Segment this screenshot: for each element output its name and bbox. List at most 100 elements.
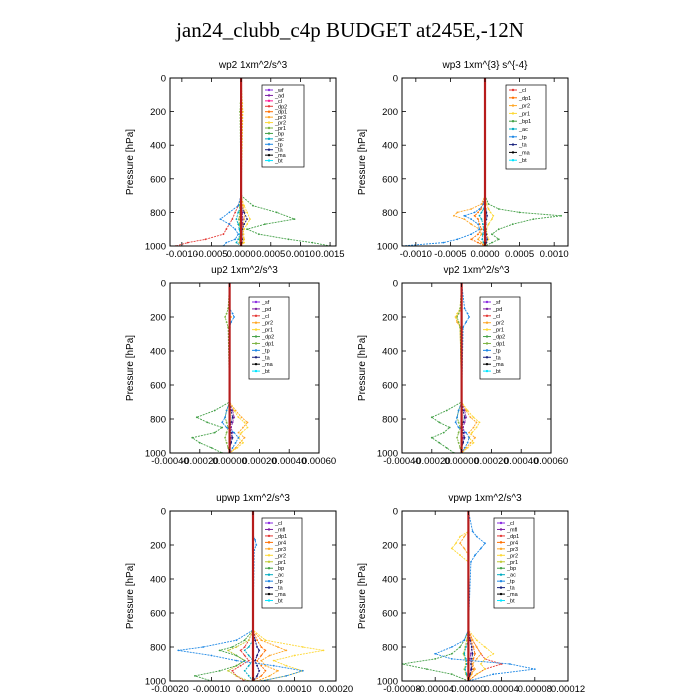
legend-marker xyxy=(254,300,258,304)
y-tick-label: 400 xyxy=(382,141,398,152)
series-point xyxy=(465,663,468,665)
series-point xyxy=(231,421,234,424)
series-point xyxy=(445,447,448,449)
series-point xyxy=(231,646,234,648)
x-tick-label: 0.00000 xyxy=(451,684,485,695)
series-point xyxy=(478,208,481,210)
series-point xyxy=(234,238,237,241)
series-point xyxy=(480,211,483,214)
series-point xyxy=(491,218,493,221)
series-point xyxy=(235,646,238,648)
series-line-dp2 xyxy=(175,78,242,246)
legend-label: _cl xyxy=(261,314,269,320)
legend-marker xyxy=(254,356,258,359)
series-point xyxy=(481,238,484,241)
legend-marker xyxy=(267,143,271,146)
series-point xyxy=(457,321,460,323)
x-tick-label: -0.00010 xyxy=(193,684,231,695)
legend-label: _ta xyxy=(274,586,284,592)
series-point xyxy=(243,228,246,231)
legend-marker xyxy=(485,362,489,366)
y-tick-label: 1000 xyxy=(145,449,166,460)
series-point xyxy=(237,431,240,434)
y-tick-label: 1000 xyxy=(377,677,398,688)
y-tick-label: 400 xyxy=(382,575,398,586)
series-point xyxy=(475,673,478,676)
legend-label: _bp xyxy=(274,566,284,572)
series-point xyxy=(204,238,207,241)
legend-label: _cl xyxy=(506,521,514,527)
series-point xyxy=(472,646,475,648)
series-point xyxy=(470,233,473,236)
series-point xyxy=(219,218,222,221)
series-point xyxy=(198,441,201,444)
series-point xyxy=(477,211,479,214)
series-point xyxy=(457,441,460,444)
series-point xyxy=(237,204,240,207)
series-point xyxy=(243,204,246,207)
series-point xyxy=(448,426,451,429)
series-point xyxy=(242,441,244,444)
series-point xyxy=(470,663,472,665)
legend-frame xyxy=(505,84,547,170)
legend-label: _ad xyxy=(274,93,284,99)
series-point xyxy=(234,441,237,444)
series-point xyxy=(484,668,486,670)
series-point xyxy=(260,646,263,648)
series-line-pr2 xyxy=(229,283,249,453)
series-point xyxy=(469,673,471,676)
series-point xyxy=(484,658,486,660)
legend-marker xyxy=(511,96,515,100)
series-point xyxy=(238,228,241,231)
legend-label: _cl xyxy=(274,521,282,527)
y-tick-label: 600 xyxy=(382,609,398,620)
series-point xyxy=(247,675,250,677)
legend-label: _tp xyxy=(518,135,527,141)
plot-frame xyxy=(401,282,552,454)
series-point xyxy=(213,409,216,412)
series-point xyxy=(456,416,458,419)
legend-label: _ta xyxy=(274,148,284,154)
series-point xyxy=(470,208,473,210)
panel-title: upwp 1xm^2/s^3 xyxy=(216,493,290,504)
series-point xyxy=(465,447,467,449)
series-point xyxy=(277,669,279,672)
legend-marker xyxy=(485,369,489,373)
series-point xyxy=(468,316,470,318)
series-point xyxy=(235,639,238,642)
series-point xyxy=(256,639,258,642)
legend-marker xyxy=(499,521,503,525)
series-line-tp xyxy=(178,511,303,681)
series-point xyxy=(463,218,466,221)
series-point xyxy=(426,668,428,670)
series-point xyxy=(285,649,288,652)
plot-frame xyxy=(169,77,337,247)
series-point xyxy=(242,426,244,429)
legend-label: _dp2 xyxy=(492,335,505,341)
series-point xyxy=(489,211,492,214)
series-point xyxy=(465,431,467,434)
series-point xyxy=(235,241,238,244)
legend-marker xyxy=(485,349,489,352)
series-point xyxy=(247,664,250,667)
series-point xyxy=(293,218,296,221)
series-point xyxy=(463,447,466,449)
series-point xyxy=(491,241,493,244)
series-point xyxy=(255,544,258,546)
legend-label: _ma xyxy=(518,150,531,156)
x-tick-label: 0.00040 xyxy=(504,456,538,467)
legend-label: _dp1 xyxy=(274,534,287,540)
series-point xyxy=(264,649,267,652)
legend-label: _dp1 xyxy=(261,341,274,347)
series-line-tp xyxy=(221,283,240,453)
series-point xyxy=(455,542,457,545)
series-point xyxy=(450,547,453,550)
legend-label: _pr2 xyxy=(506,553,518,559)
series-point xyxy=(492,652,495,655)
series-point xyxy=(231,416,234,419)
series-point xyxy=(228,223,231,226)
y-axis-label: Pressure [hPa] xyxy=(357,563,368,629)
series-point xyxy=(471,652,474,655)
legend-label: _ta xyxy=(506,586,516,592)
series-point xyxy=(430,436,433,439)
